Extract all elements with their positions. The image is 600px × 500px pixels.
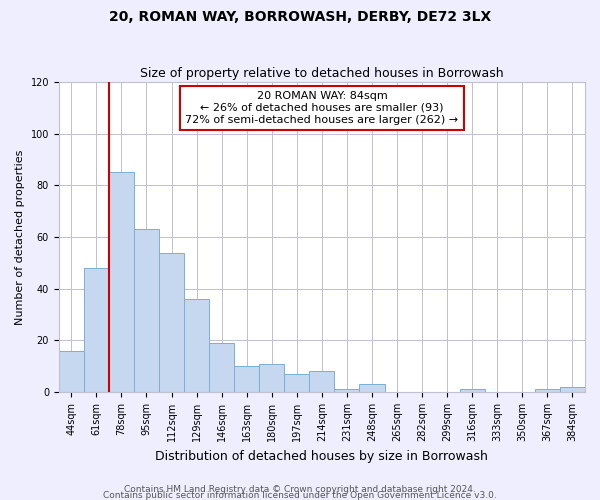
- Bar: [84, 268, 109, 392]
- Bar: [184, 299, 209, 392]
- Bar: [334, 390, 359, 392]
- Y-axis label: Number of detached properties: Number of detached properties: [15, 150, 25, 325]
- Bar: [134, 230, 159, 392]
- Text: Contains HM Land Registry data © Crown copyright and database right 2024.: Contains HM Land Registry data © Crown c…: [124, 484, 476, 494]
- X-axis label: Distribution of detached houses by size in Borrowash: Distribution of detached houses by size …: [155, 450, 488, 462]
- Bar: [310, 372, 334, 392]
- Bar: [460, 390, 485, 392]
- Text: Contains public sector information licensed under the Open Government Licence v3: Contains public sector information licen…: [103, 490, 497, 500]
- Text: 20, ROMAN WAY, BORROWASH, DERBY, DE72 3LX: 20, ROMAN WAY, BORROWASH, DERBY, DE72 3L…: [109, 10, 491, 24]
- Bar: [259, 364, 284, 392]
- Text: 20 ROMAN WAY: 84sqm
← 26% of detached houses are smaller (93)
72% of semi-detach: 20 ROMAN WAY: 84sqm ← 26% of detached ho…: [185, 92, 458, 124]
- Bar: [109, 172, 134, 392]
- Bar: [535, 390, 560, 392]
- Bar: [59, 350, 84, 392]
- Bar: [159, 252, 184, 392]
- Bar: [359, 384, 385, 392]
- Bar: [234, 366, 259, 392]
- Bar: [284, 374, 310, 392]
- Bar: [209, 343, 234, 392]
- Bar: [560, 387, 585, 392]
- Title: Size of property relative to detached houses in Borrowash: Size of property relative to detached ho…: [140, 66, 504, 80]
